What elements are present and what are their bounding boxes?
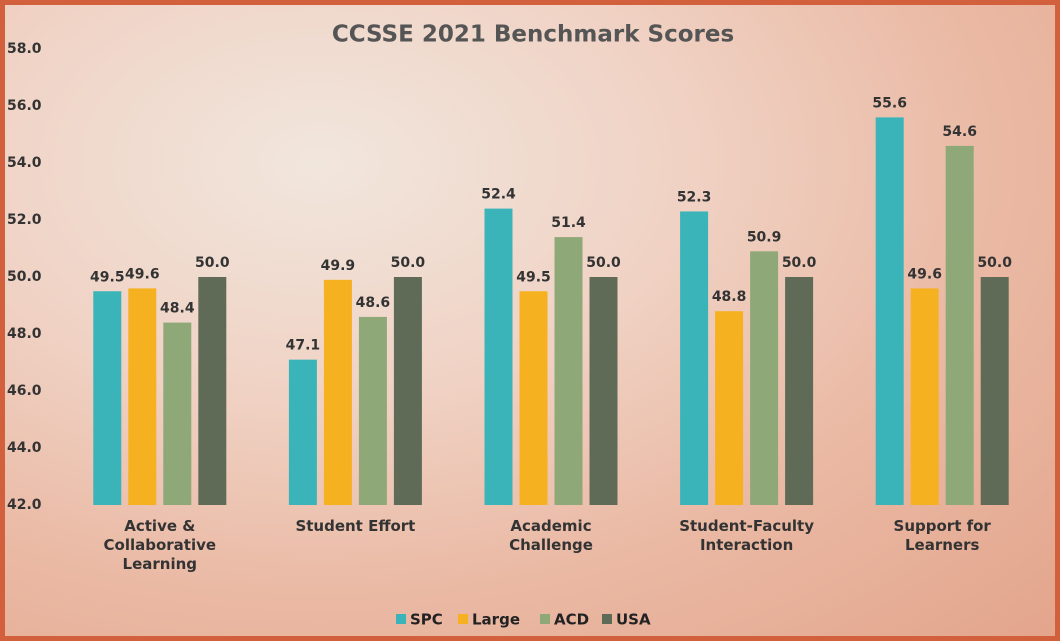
- x-tick-label: Active & Collaborative Learning: [75, 517, 245, 574]
- data-label: 49.6: [125, 266, 160, 282]
- legend-swatch: [540, 614, 550, 624]
- data-label: 49.5: [90, 269, 125, 285]
- data-label: 50.0: [782, 255, 817, 271]
- legend-swatch: [602, 614, 612, 624]
- y-tick-label: 58.0: [7, 41, 42, 57]
- x-tick-label: Academic Challenge: [466, 517, 636, 555]
- data-label: 49.6: [907, 266, 942, 282]
- legend-label: Large: [472, 611, 520, 629]
- data-label: 50.9: [747, 229, 782, 245]
- y-tick-label: 56.0: [7, 98, 42, 114]
- bar: [394, 277, 422, 505]
- data-label: 54.6: [942, 124, 977, 140]
- legend-label: ACD: [554, 611, 589, 629]
- data-label: 48.8: [712, 289, 747, 305]
- bar: [981, 277, 1009, 505]
- data-label: 49.5: [516, 269, 551, 285]
- data-label: 49.9: [321, 258, 356, 274]
- y-tick-label: 48.0: [7, 326, 42, 342]
- legend-label: USA: [616, 611, 651, 629]
- data-label: 50.0: [195, 255, 230, 271]
- y-tick-label: 52.0: [7, 212, 42, 228]
- data-label: 48.6: [356, 295, 391, 311]
- data-label: 50.0: [391, 255, 426, 271]
- chart-frame: CCSSE 2021 Benchmark Scores 42.0 44.0 46.0…: [0, 0, 1060, 641]
- x-tick-label: Support for Learners: [857, 517, 1027, 555]
- bar: [680, 211, 708, 505]
- y-tick-label: 46.0: [7, 383, 42, 399]
- y-tick-label: 44.0: [7, 440, 42, 456]
- bar: [555, 237, 583, 505]
- y-tick-label: 42.0: [7, 497, 42, 513]
- bar: [128, 288, 156, 505]
- x-tick-label: Student-Faculty Interaction: [662, 517, 832, 555]
- bar: [93, 291, 121, 505]
- x-tick-label: Student Effort: [270, 517, 440, 536]
- bar: [163, 323, 191, 505]
- data-label: 52.4: [481, 187, 516, 203]
- chart-title: CCSSE 2021 Benchmark Scores: [332, 22, 734, 48]
- data-label: 48.4: [160, 301, 195, 317]
- bar: [876, 117, 904, 505]
- data-label: 52.3: [677, 189, 712, 205]
- bar: [289, 360, 317, 505]
- legend-swatch: [458, 614, 468, 624]
- legend-swatch: [396, 614, 406, 624]
- bar: [485, 209, 513, 505]
- bar: [785, 277, 813, 505]
- bar: [520, 291, 548, 505]
- bar: [198, 277, 226, 505]
- bar: [750, 251, 778, 505]
- data-label: 50.0: [586, 255, 621, 271]
- data-label: 47.1: [286, 338, 321, 354]
- bar: [590, 277, 618, 505]
- data-label: 51.4: [551, 215, 586, 231]
- data-label: 50.0: [977, 255, 1012, 271]
- bar: [946, 146, 974, 505]
- y-tick-label: 50.0: [7, 269, 42, 285]
- legend-label: SPC: [410, 611, 443, 629]
- y-tick-label: 54.0: [7, 155, 42, 171]
- bar: [715, 311, 743, 505]
- bar: [911, 288, 939, 505]
- bar: [324, 280, 352, 505]
- bar: [359, 317, 387, 505]
- data-label: 55.6: [872, 95, 907, 111]
